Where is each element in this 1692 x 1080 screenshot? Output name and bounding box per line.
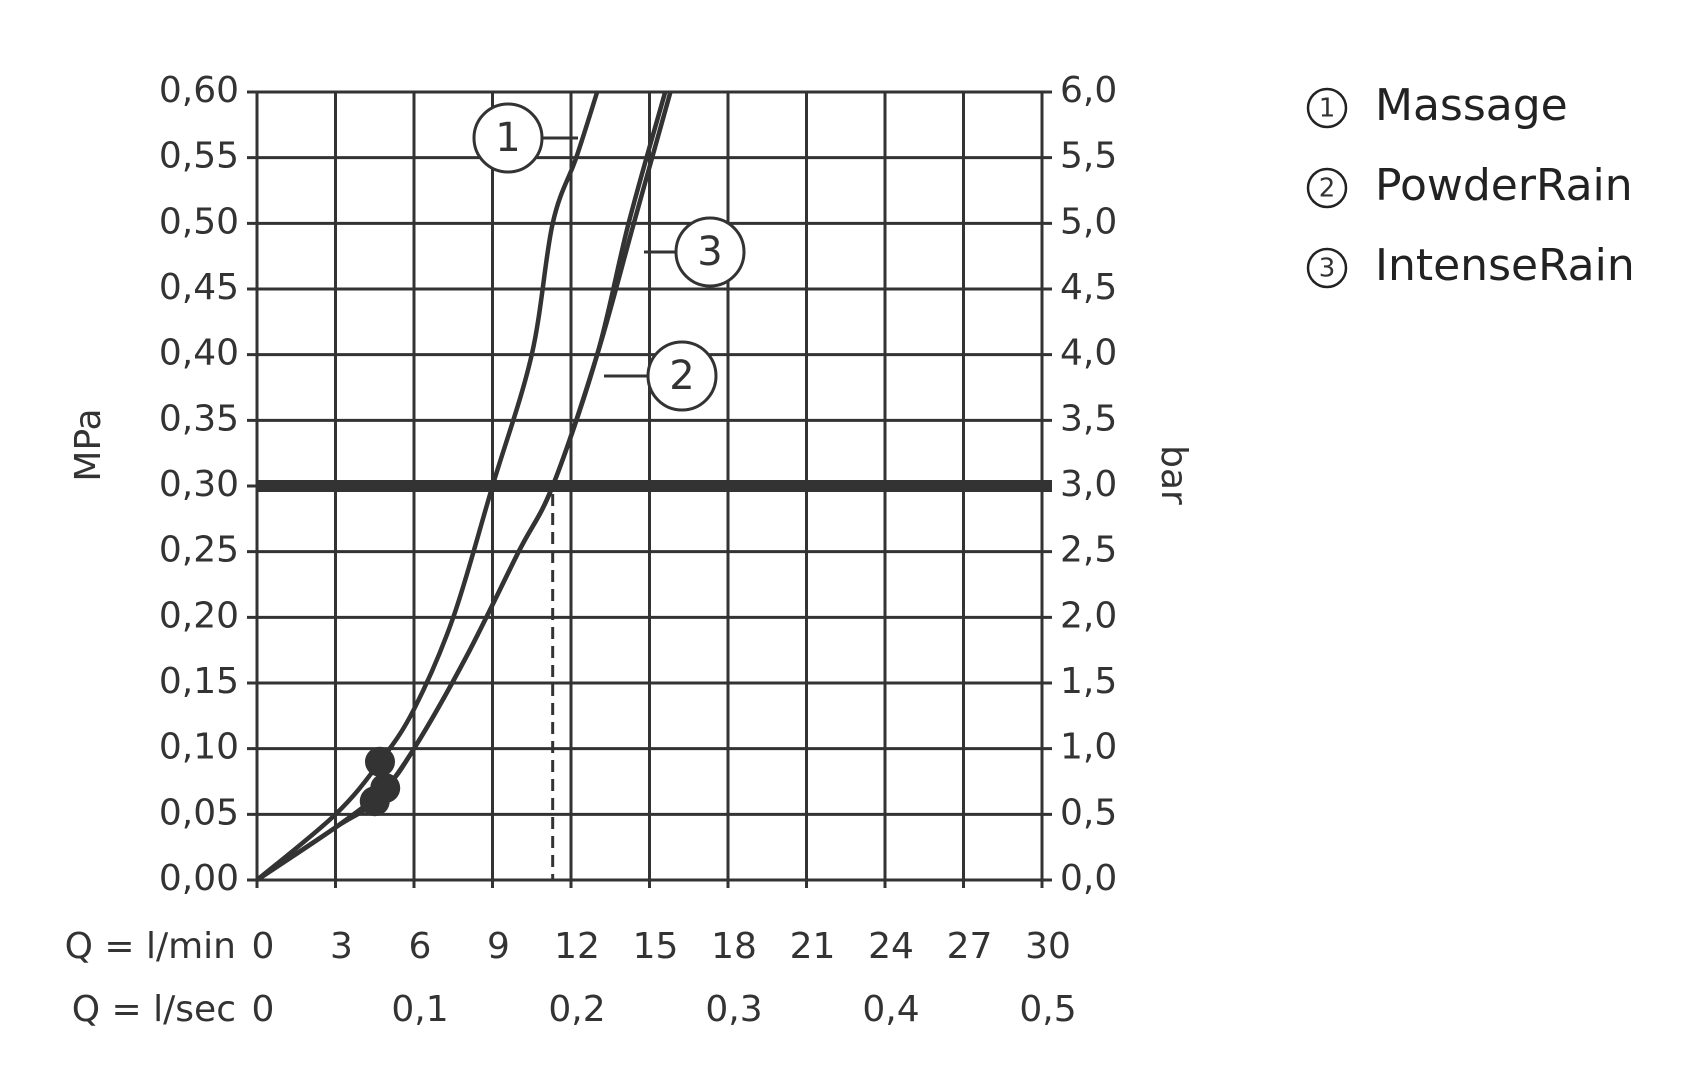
callout-circle [646,340,718,412]
legend-label: PowderRain [1375,160,1633,211]
y2-tick-label: 2,0 [1060,595,1117,636]
callout-circle [472,102,544,174]
y2-tick-label: 5,0 [1060,201,1117,242]
y2-tick-label: 4,5 [1060,267,1117,308]
y2-tick-label: 0,0 [1060,858,1117,899]
y-tick-label: 0,15 [159,661,239,702]
x-tick-label: 18 [711,926,757,967]
legend-number: 1 [1319,94,1336,124]
y2-axis-label: bar [1153,445,1194,505]
x2-tick-label: 0 [252,989,275,1030]
callout-label: 2 [669,353,694,399]
y-tick-label: 0,25 [159,530,239,571]
y-tick-label: 0,50 [159,201,239,242]
y-tick-label: 0,40 [159,333,239,374]
legend-marker [1306,167,1348,209]
callout-label: 1 [495,115,520,161]
x2-tick-label: 0,2 [548,989,605,1030]
x-tick-label: 12 [554,926,600,967]
operating-point [364,746,395,777]
callout-circle [674,216,746,288]
x-axis-label: Q = l/min [65,926,236,967]
x-tick-label: 27 [947,926,993,967]
y-tick-label: 0,00 [159,858,239,899]
legend-marker [1306,247,1348,289]
callout-label: 3 [697,229,722,275]
y-tick-label: 0,20 [159,595,239,636]
x-tick-label: 21 [790,926,836,967]
legend-marker [1306,87,1348,129]
y2-tick-label: 5,5 [1060,136,1117,177]
operating-point [359,786,390,817]
legend-label: Massage [1375,80,1568,131]
x2-tick-label: 0,4 [862,989,919,1030]
y2-tick-label: 3,5 [1060,398,1117,439]
x-tick-label: 24 [868,926,914,967]
legend-number: 2 [1319,174,1336,204]
y2-tick-label: 2,5 [1060,530,1117,571]
legend-label: IntenseRain [1375,240,1635,291]
y2-tick-label: 1,5 [1060,661,1117,702]
y-tick-label: 0,35 [159,398,239,439]
x-tick-label: 0 [252,926,275,967]
y-axis-label: MPa [68,408,109,481]
x2-tick-label: 0,3 [705,989,762,1030]
x-tick-label: 30 [1025,926,1071,967]
y-tick-label: 0,55 [159,136,239,177]
series-line [255,91,600,882]
x2-tick-label: 0,5 [1019,989,1076,1030]
x-tick-label: 9 [487,926,510,967]
x-tick-label: 15 [633,926,679,967]
y-tick-label: 0,60 [159,70,239,111]
x2-tick-label: 0,1 [391,989,448,1030]
legend-number: 3 [1319,254,1336,284]
y-tick-label: 0,45 [159,267,239,308]
y2-tick-label: 4,0 [1060,333,1117,374]
x-tick-label: 6 [409,926,432,967]
y-tick-label: 0,30 [159,464,239,505]
y2-tick-label: 1,0 [1060,727,1117,768]
y-tick-label: 0,10 [159,727,239,768]
y2-tick-label: 3,0 [1060,464,1117,505]
x2-axis-label: Q = l/sec [72,989,236,1030]
y2-tick-label: 0,5 [1060,792,1117,833]
y2-tick-label: 6,0 [1060,70,1117,111]
x-tick-label: 3 [330,926,353,967]
y-tick-label: 0,05 [159,792,239,833]
